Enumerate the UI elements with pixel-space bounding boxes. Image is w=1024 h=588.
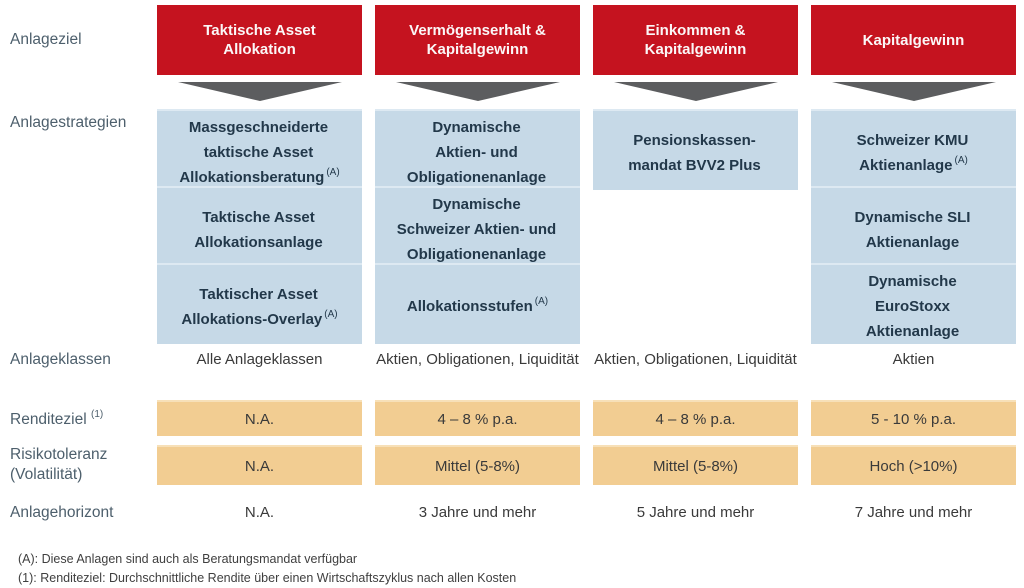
anlagehorizont-value: 5 Jahre und mehr — [636, 504, 755, 521]
risikotoleranz-value: Hoch (>10%) — [811, 445, 1016, 485]
strategy-box: Dynamische SLI Aktienanlage — [811, 186, 1016, 267]
anlageklassen-value: Aktien, Obligationen, Liquidität — [376, 351, 579, 368]
anlagehorizont-value: 3 Jahre und mehr — [418, 504, 537, 521]
anlageklassen-value: Aktien, Obligationen, Liquidität — [594, 351, 797, 368]
anlageklassen-value: Alle Anlageklassen — [196, 351, 323, 368]
renditeziel-value: N.A. — [157, 400, 362, 436]
risikotoleranz-value: Mittel (5-8%) — [593, 445, 798, 485]
strategy-box: Allokationsstufen (A) — [375, 263, 580, 344]
footnotes: (A): Diese Anlagen sind auch als Beratun… — [8, 536, 1016, 588]
anlageklassen-value: Aktien — [892, 351, 935, 368]
row-label-anlagehorizont: Anlagehorizont — [10, 504, 114, 521]
renditeziel-value: 4 – 8 % p.a. — [375, 400, 580, 436]
strategy-box: Taktischer Asset Allokations-Overlay (A) — [157, 263, 362, 344]
anlagehorizont-value: 7 Jahre und mehr — [854, 504, 973, 521]
arrow-down-icon — [811, 75, 1016, 109]
anlagehorizont-value: N.A. — [244, 504, 275, 521]
row-label-risikotoleranz: Risikotoleranz (Volatilität) — [10, 446, 108, 483]
goal-header-4: Kapitalgewinn — [811, 5, 1016, 75]
arrow-down-icon — [157, 75, 362, 109]
row-label-anlageklassen: Anlageklassen — [10, 351, 111, 368]
strategy-box: Schweizer KMU Aktienanlage (A) — [811, 109, 1016, 190]
risikotoleranz-value: Mittel (5-8%) — [375, 445, 580, 485]
goal-header-2: Vermögenserhalt & Kapitalgewinn — [375, 5, 580, 75]
risikotoleranz-value: N.A. — [157, 445, 362, 485]
footnote-a: (A): Diese Anlagen sind auch als Beratun… — [18, 552, 358, 566]
empty-cell — [593, 186, 798, 267]
goal-header-1: Taktische Asset Allokation — [157, 5, 362, 75]
strategy-box: Massgeschneiderte taktische Asset Alloka… — [157, 109, 362, 190]
arrow-down-icon — [593, 75, 798, 109]
empty-cell — [593, 263, 798, 344]
strategy-box: Dynamische EuroStoxx Aktienanlage — [811, 263, 1016, 344]
renditeziel-value: 5 - 10 % p.a. — [811, 400, 1016, 436]
strategy-box: Taktische Asset Allokationsanlage — [157, 186, 362, 267]
footnote-1: (1): Renditeziel: Durchschnittliche Rend… — [18, 571, 517, 585]
row-label-anlageziel: Anlageziel — [10, 31, 82, 48]
goal-header-3: Einkommen & Kapitalgewinn — [593, 5, 798, 75]
strategy-box: Dynamische Aktien- und Obligationenanlag… — [375, 109, 580, 190]
row-label-anlagestrategien: Anlagestrategien — [10, 114, 127, 131]
row-label-renditeziel: Renditeziel (1) — [10, 408, 104, 429]
strategy-box: Dynamische Schweizer Aktien- und Obligat… — [375, 186, 580, 267]
renditeziel-value: 4 – 8 % p.a. — [593, 400, 798, 436]
arrow-down-icon — [375, 75, 580, 109]
strategy-box: Pensionskassen- mandat BVV2 Plus — [593, 109, 798, 190]
